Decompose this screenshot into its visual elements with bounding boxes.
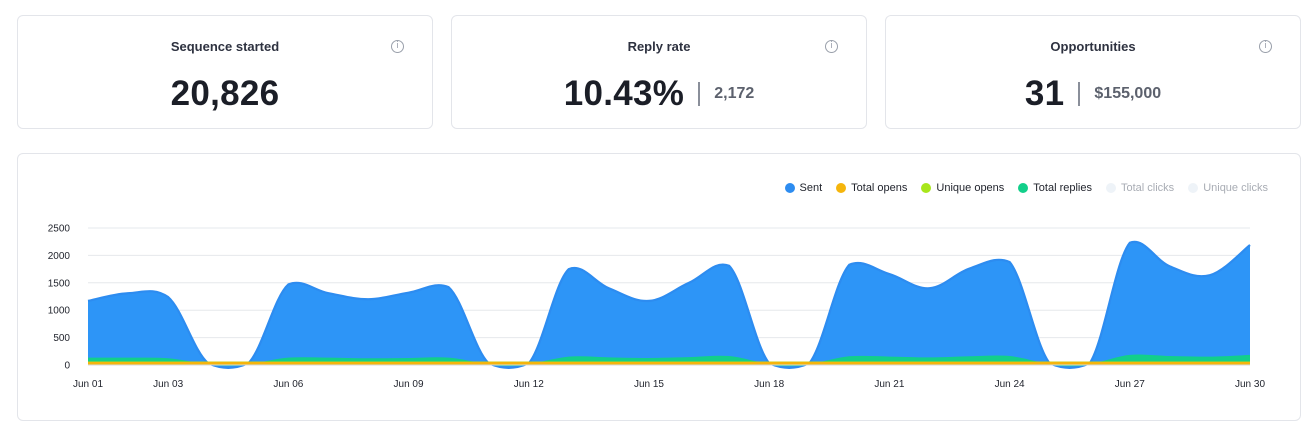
y-tick-label: 1000 (48, 306, 71, 317)
legend-dot-icon (784, 183, 795, 193)
stat-divider (698, 82, 701, 106)
x-tick-label: Jun 03 (153, 379, 183, 390)
x-tick-label: Jun 24 (995, 379, 1025, 390)
x-tick-label: Jun 01 (73, 379, 103, 390)
legend-label: Sent (799, 182, 823, 194)
stat-values: 31 $155,000 (886, 74, 1300, 114)
legend-label: Unique opens (936, 182, 1005, 194)
chart-legend: Sent Total opens Unique opens Total repl… (784, 182, 1268, 194)
legend-dot-icon (836, 183, 847, 193)
stat-card-opportunities: Opportunities i 31 $155,000 (885, 15, 1301, 129)
legend-label: Unique clicks (1203, 182, 1268, 194)
legend-item-unique-clicks[interactable]: Unique clicks (1188, 182, 1268, 194)
series-total-opens-area (88, 362, 1250, 365)
x-tick-label: Jun 30 (1235, 379, 1265, 390)
stat-value: 10.43% (563, 74, 685, 113)
legend-item-unique-opens[interactable]: Unique opens (921, 182, 1004, 194)
stat-card-sequence-started: Sequence started i 20,826 (17, 15, 433, 129)
x-tick-label: Jun 06 (273, 379, 303, 390)
stat-values: 20,826 (18, 74, 432, 114)
stat-title: Reply rate (627, 39, 691, 54)
stat-title: Opportunities (1050, 39, 1136, 54)
info-icon[interactable]: i (1259, 40, 1272, 53)
series-sent-area (88, 241, 1250, 368)
legend-label: Total clicks (1121, 182, 1175, 194)
stat-value: 20,826 (170, 74, 280, 113)
legend-dot-icon (921, 183, 932, 193)
legend-item-sent[interactable]: Sent (784, 182, 823, 194)
stat-subvalue: $155,000 (1094, 85, 1162, 102)
x-tick-label: Jun 15 (634, 379, 664, 390)
legend-item-total-replies[interactable]: Total replies (1018, 182, 1092, 194)
legend-item-total-opens[interactable]: Total opens (836, 182, 907, 194)
x-tick-label: Jun 18 (754, 379, 784, 390)
x-tick-label: Jun 09 (394, 379, 424, 390)
info-icon[interactable]: i (825, 40, 838, 53)
stat-values: 10.43% 2,172 (452, 74, 866, 114)
area-chart: 0 500 1000 1500 2000 2500 Jun 01 Jun 03 Jun 06 Ju… (48, 224, 1266, 391)
stat-divider (1078, 82, 1081, 106)
y-tick-label: 2500 (48, 224, 71, 235)
legend-dot-icon (1106, 183, 1116, 193)
x-tick-label: Jun 12 (514, 379, 544, 390)
stat-value: 31 (1024, 74, 1065, 113)
stat-subvalue: 2,172 (714, 85, 755, 102)
y-tick-label: 2000 (48, 251, 71, 262)
legend-dot-icon (1018, 183, 1029, 193)
stat-title: Sequence started (170, 39, 280, 54)
y-tick-label: 1500 (48, 278, 71, 289)
info-icon[interactable]: i (391, 40, 404, 53)
legend-item-total-clicks[interactable]: Total clicks (1106, 182, 1174, 194)
legend-label: Total replies (1033, 182, 1092, 194)
y-tick-label: 0 (64, 361, 70, 372)
y-tick-label: 500 (53, 333, 70, 344)
stat-card-reply-rate: Reply rate i 10.43% 2,172 (451, 15, 867, 129)
legend-label: Total opens (851, 182, 908, 194)
chart-card: Sent Total opens Unique opens Total repl… (17, 153, 1301, 421)
x-tick-label: Jun 21 (874, 379, 904, 390)
legend-dot-icon (1188, 183, 1199, 193)
x-tick-label: Jun 27 (1115, 379, 1145, 390)
